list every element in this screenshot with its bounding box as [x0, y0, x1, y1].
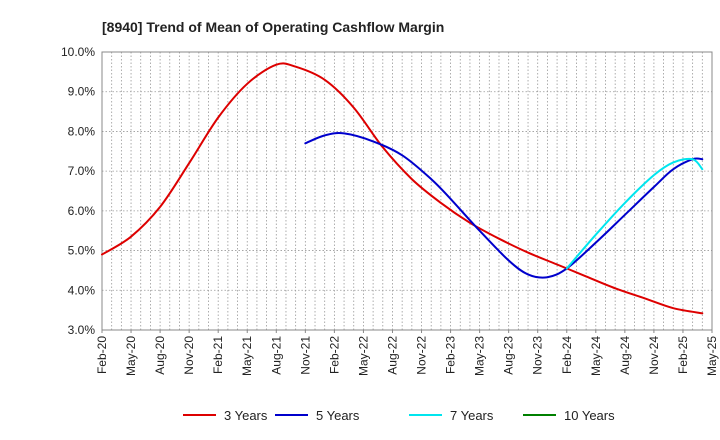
x-tick-label: Aug-22 [385, 336, 399, 375]
legend-label: 7 Years [450, 408, 494, 423]
x-axis: Feb-20 May-20 Aug-20 Nov-20 Feb-21 May-21 Aug-… [95, 330, 719, 376]
x-tick-label: Nov-20 [182, 336, 196, 375]
series-line-5-years [304, 132, 704, 279]
x-tick-label: Nov-21 [298, 336, 312, 375]
y-tick-label: 3.0% [68, 323, 96, 337]
x-tick-label: Nov-23 [531, 336, 545, 375]
x-tick-label: Feb-25 [676, 336, 690, 374]
x-tick-label: May-23 [473, 336, 487, 376]
series-line-7-years [565, 157, 704, 270]
x-tick-label: Feb-21 [211, 336, 225, 374]
x-tick-label: May-22 [356, 336, 370, 376]
x-tick-label: May-25 [705, 336, 719, 376]
x-tick-label: May-21 [240, 336, 254, 376]
x-tick-label: Aug-23 [502, 336, 516, 375]
x-tick-label: Feb-22 [327, 336, 341, 374]
x-tick-label: May-20 [124, 336, 138, 376]
plot-area [101, 51, 713, 331]
legend-label: 5 Years [316, 408, 360, 423]
x-tick-label: Aug-21 [269, 336, 283, 375]
y-tick-label: 9.0% [68, 85, 96, 99]
legend: 3 Years 5 Years 7 Years 10 Years [183, 408, 615, 423]
series-line-3-years [101, 62, 704, 315]
y-tick-label: 8.0% [68, 124, 96, 138]
series-group [101, 62, 704, 315]
y-tick-label: 5.0% [68, 244, 96, 258]
y-tick-label: 10.0% [61, 45, 95, 59]
y-tick-label: 6.0% [68, 204, 96, 218]
x-tick-label: Nov-22 [415, 336, 429, 375]
y-tick-label: 7.0% [68, 164, 96, 178]
x-tick-label: Nov-24 [647, 336, 661, 375]
grid [102, 51, 712, 331]
legend-label: 10 Years [564, 408, 615, 423]
y-axis: 3.0% 4.0% 5.0% 6.0% 7.0% 8.0% 9.0% 10.0% [61, 45, 95, 337]
x-tick-label: Feb-23 [444, 336, 458, 374]
x-tick-label: Aug-24 [618, 336, 632, 375]
x-tick-label: May-24 [589, 336, 603, 376]
x-tick-label: Feb-20 [95, 336, 109, 374]
chart-title: [8940] Trend of Mean of Operating Cashfl… [102, 19, 444, 35]
y-tick-label: 4.0% [68, 283, 96, 297]
x-tick-label: Aug-20 [153, 336, 167, 375]
x-tick-label: Feb-24 [560, 336, 574, 374]
legend-label: 3 Years [224, 408, 268, 423]
